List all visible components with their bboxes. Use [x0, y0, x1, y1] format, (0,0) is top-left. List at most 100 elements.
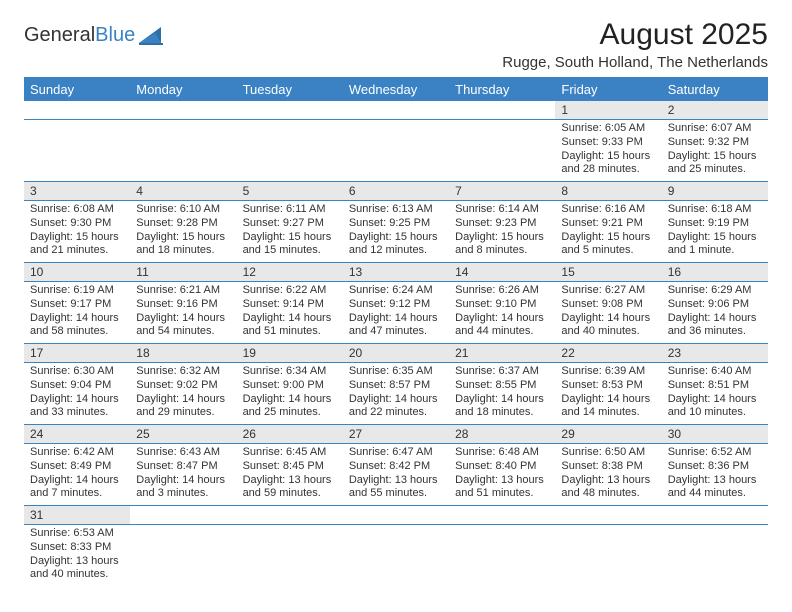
day-detail: Sunrise: 6:43 AMSunset: 8:47 PMDaylight:…	[130, 444, 236, 506]
day-number: 3	[24, 182, 130, 201]
detail-line: Daylight: 15 hours and 15 minutes.	[243, 231, 337, 259]
day-detail: Sunrise: 6:14 AMSunset: 9:23 PMDaylight:…	[449, 201, 555, 263]
detail-line: Sunset: 9:19 PM	[668, 217, 762, 231]
detail-line: Sunrise: 6:48 AM	[455, 446, 549, 460]
day-header: Tuesday	[237, 78, 343, 101]
detail-line: Daylight: 14 hours and 33 minutes.	[30, 393, 124, 421]
detail-line: Sunrise: 6:35 AM	[349, 365, 443, 379]
detail-line: Sunrise: 6:27 AM	[561, 284, 655, 298]
day-detail: Sunrise: 6:48 AMSunset: 8:40 PMDaylight:…	[449, 444, 555, 506]
detail-row: Sunrise: 6:42 AMSunset: 8:49 PMDaylight:…	[24, 444, 768, 506]
detail-line: Sunset: 9:16 PM	[136, 298, 230, 312]
day-detail: Sunrise: 6:30 AMSunset: 9:04 PMDaylight:…	[24, 363, 130, 425]
logo-word2: Blue	[95, 24, 135, 46]
detail-line: Daylight: 13 hours and 44 minutes.	[668, 474, 762, 502]
detail-row: Sunrise: 6:53 AMSunset: 8:33 PMDaylight:…	[24, 525, 768, 587]
day-detail: Sunrise: 6:53 AMSunset: 8:33 PMDaylight:…	[24, 525, 130, 587]
day-number: 29	[555, 425, 661, 444]
detail-line: Daylight: 14 hours and 54 minutes.	[136, 312, 230, 340]
day-number	[449, 506, 555, 525]
detail-line: Sunrise: 6:16 AM	[561, 203, 655, 217]
day-number: 25	[130, 425, 236, 444]
day-detail: Sunrise: 6:22 AMSunset: 9:14 PMDaylight:…	[237, 282, 343, 344]
day-number	[343, 506, 449, 525]
detail-line: Sunset: 8:57 PM	[349, 379, 443, 393]
detail-line: Sunset: 8:42 PM	[349, 460, 443, 474]
day-detail: Sunrise: 6:32 AMSunset: 9:02 PMDaylight:…	[130, 363, 236, 425]
detail-line: Sunrise: 6:45 AM	[243, 446, 337, 460]
detail-line: Sunset: 9:30 PM	[30, 217, 124, 231]
detail-row: Sunrise: 6:05 AMSunset: 9:33 PMDaylight:…	[24, 120, 768, 182]
detail-line: Sunrise: 6:53 AM	[30, 527, 124, 541]
detail-line: Sunset: 9:23 PM	[455, 217, 549, 231]
detail-line: Daylight: 14 hours and 18 minutes.	[455, 393, 549, 421]
day-detail: Sunrise: 6:29 AMSunset: 9:06 PMDaylight:…	[662, 282, 768, 344]
title-block: August 2025 Rugge, South Holland, The Ne…	[502, 18, 768, 71]
detail-line: Daylight: 14 hours and 25 minutes.	[243, 393, 337, 421]
daynum-row: 3456789	[24, 182, 768, 201]
day-number	[24, 101, 130, 120]
day-detail: Sunrise: 6:05 AMSunset: 9:33 PMDaylight:…	[555, 120, 661, 182]
detail-line: Daylight: 14 hours and 7 minutes.	[30, 474, 124, 502]
day-detail: Sunrise: 6:52 AMSunset: 8:36 PMDaylight:…	[662, 444, 768, 506]
day-detail	[237, 120, 343, 182]
day-detail: Sunrise: 6:35 AMSunset: 8:57 PMDaylight:…	[343, 363, 449, 425]
detail-line: Daylight: 13 hours and 51 minutes.	[455, 474, 549, 502]
logo-word1: General	[24, 24, 95, 46]
detail-line: Daylight: 15 hours and 28 minutes.	[561, 150, 655, 178]
day-number	[555, 506, 661, 525]
detail-line: Daylight: 14 hours and 10 minutes.	[668, 393, 762, 421]
detail-line: Sunset: 8:49 PM	[30, 460, 124, 474]
detail-line: Sunset: 9:12 PM	[349, 298, 443, 312]
day-number: 24	[24, 425, 130, 444]
daynum-row: 31	[24, 506, 768, 525]
day-number: 28	[449, 425, 555, 444]
day-detail: Sunrise: 6:11 AMSunset: 9:27 PMDaylight:…	[237, 201, 343, 263]
detail-line: Sunrise: 6:40 AM	[668, 365, 762, 379]
day-number: 19	[237, 344, 343, 363]
detail-line: Daylight: 14 hours and 29 minutes.	[136, 393, 230, 421]
day-detail	[449, 525, 555, 587]
day-detail	[24, 120, 130, 182]
day-number: 16	[662, 263, 768, 282]
detail-line: Sunset: 8:51 PM	[668, 379, 762, 393]
detail-line: Sunrise: 6:08 AM	[30, 203, 124, 217]
detail-line: Sunrise: 6:47 AM	[349, 446, 443, 460]
day-detail	[130, 120, 236, 182]
day-number: 17	[24, 344, 130, 363]
day-number: 27	[343, 425, 449, 444]
day-number: 30	[662, 425, 768, 444]
logo-text: GeneralBlue	[24, 24, 135, 47]
day-number: 12	[237, 263, 343, 282]
day-detail: Sunrise: 6:07 AMSunset: 9:32 PMDaylight:…	[662, 120, 768, 182]
detail-line: Sunset: 8:53 PM	[561, 379, 655, 393]
detail-line: Sunrise: 6:10 AM	[136, 203, 230, 217]
day-number	[237, 506, 343, 525]
day-detail: Sunrise: 6:37 AMSunset: 8:55 PMDaylight:…	[449, 363, 555, 425]
detail-line: Daylight: 14 hours and 44 minutes.	[455, 312, 549, 340]
detail-line: Sunset: 9:21 PM	[561, 217, 655, 231]
day-number: 15	[555, 263, 661, 282]
detail-row: Sunrise: 6:19 AMSunset: 9:17 PMDaylight:…	[24, 282, 768, 344]
day-detail: Sunrise: 6:45 AMSunset: 8:45 PMDaylight:…	[237, 444, 343, 506]
daynum-row: 12	[24, 101, 768, 120]
day-detail	[555, 525, 661, 587]
day-detail	[343, 525, 449, 587]
day-detail: Sunrise: 6:13 AMSunset: 9:25 PMDaylight:…	[343, 201, 449, 263]
detail-line: Sunrise: 6:18 AM	[668, 203, 762, 217]
day-header-row: SundayMondayTuesdayWednesdayThursdayFrid…	[24, 78, 768, 101]
logo: GeneralBlue	[24, 24, 165, 47]
detail-line: Sunset: 9:32 PM	[668, 136, 762, 150]
detail-line: Sunset: 8:45 PM	[243, 460, 337, 474]
detail-row: Sunrise: 6:08 AMSunset: 9:30 PM Daylight:…	[24, 201, 768, 263]
day-detail: Sunrise: 6:47 AMSunset: 8:42 PMDaylight:…	[343, 444, 449, 506]
detail-line: Sunrise: 6:14 AM	[455, 203, 549, 217]
detail-line: Daylight: 15 hours and 8 minutes.	[455, 231, 549, 259]
day-number: 21	[449, 344, 555, 363]
detail-line: Daylight: 13 hours and 40 minutes.	[30, 555, 124, 583]
detail-line: Daylight: 15 hours and 12 minutes.	[349, 231, 443, 259]
day-detail: Sunrise: 6:24 AMSunset: 9:12 PMDaylight:…	[343, 282, 449, 344]
detail-line: Sunrise: 6:39 AM	[561, 365, 655, 379]
detail-line: Sunset: 9:08 PM	[561, 298, 655, 312]
detail-line: Sunset: 9:33 PM	[561, 136, 655, 150]
